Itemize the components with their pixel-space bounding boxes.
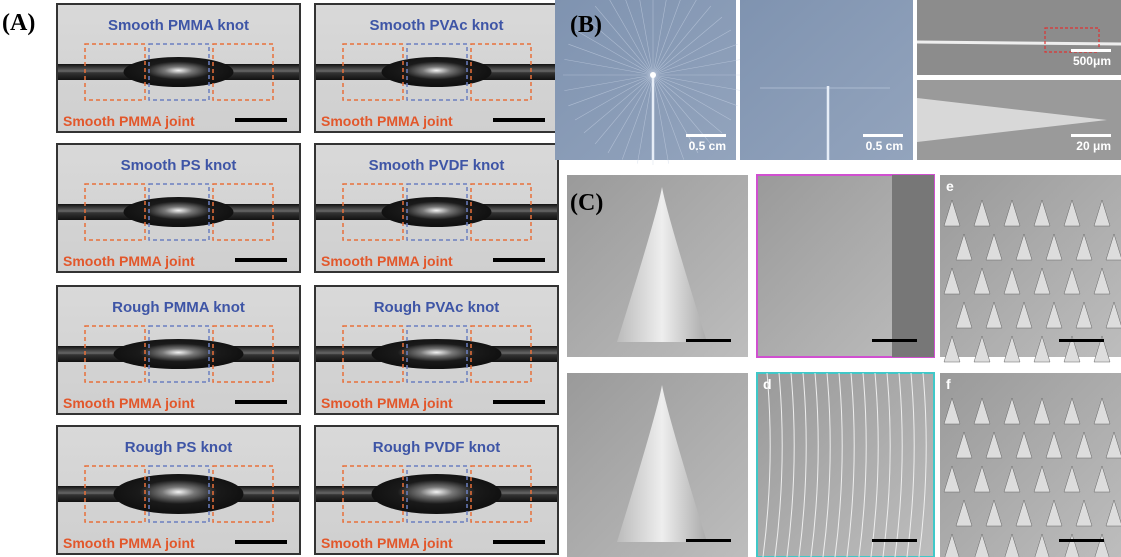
figure: Smooth PMMA knotSmooth PMMA jointSmooth …	[0, 0, 1121, 557]
image-bg	[940, 175, 1121, 357]
knot	[124, 57, 234, 87]
tip	[650, 72, 656, 78]
sem-image: d	[757, 373, 934, 557]
scale-bar	[235, 118, 287, 122]
knot-title: Smooth PMMA knot	[108, 17, 249, 34]
image-label: d	[763, 376, 772, 392]
knot	[372, 474, 502, 514]
panel-label: (C)	[570, 190, 603, 216]
scale-label: 500μm	[1073, 54, 1111, 68]
image-layer: Smooth PMMA knotSmooth PMMA jointSmooth …	[57, 0, 1121, 557]
sem-image	[757, 175, 934, 357]
joint-label: Smooth PMMA joint	[321, 535, 453, 551]
joint-label: Smooth PMMA joint	[321, 113, 453, 129]
scale-bar	[493, 540, 545, 544]
joint-label: Smooth PMMA joint	[321, 253, 453, 269]
scale-bar	[863, 134, 903, 137]
image-bg	[757, 373, 934, 557]
sem-image: f	[940, 373, 1121, 557]
knot-image: Smooth PVDF knot Smooth PMMA joint	[315, 144, 558, 272]
joint-label: Smooth PMMA joint	[63, 395, 195, 411]
knot-image: Rough PS knot Smooth PMMA joint	[57, 426, 300, 554]
fiber	[917, 42, 1121, 44]
scale-label: 0.5 cm	[689, 139, 726, 153]
sem-image: 500μm	[917, 0, 1121, 75]
image-label: e	[946, 178, 954, 194]
knot	[382, 197, 492, 227]
knot-title: Rough PMMA knot	[112, 299, 245, 316]
scale-bar	[1071, 134, 1111, 137]
sem-image	[567, 373, 748, 557]
scale-bar	[872, 339, 917, 342]
knot-image: Rough PVDF knot Smooth PMMA joint	[315, 426, 558, 554]
knot-title: Rough PVAc knot	[374, 299, 500, 316]
knot	[124, 197, 234, 227]
knot-image: Smooth PVAc knot Smooth PMMA joint	[315, 4, 558, 132]
knot-image: Smooth PMMA knot Smooth PMMA joint	[57, 4, 300, 132]
edge	[892, 175, 934, 357]
joint-label: Smooth PMMA joint	[63, 253, 195, 269]
panel-label: (A)	[2, 10, 35, 36]
knot-image: Rough PMMA knot Smooth PMMA joint	[57, 286, 300, 414]
knot-title: Rough PS knot	[125, 439, 233, 456]
scale-bar	[493, 258, 545, 262]
scale-bar	[686, 134, 726, 137]
image-label: f	[946, 376, 951, 392]
scale-bar	[1059, 539, 1104, 542]
panel-label: (B)	[570, 12, 602, 38]
knot	[114, 474, 244, 514]
joint-label: Smooth PMMA joint	[63, 113, 195, 129]
joint-label: Smooth PMMA joint	[321, 395, 453, 411]
scale-bar	[1071, 49, 1111, 52]
scale-bar	[493, 118, 545, 122]
sem-image: 20 μm	[917, 80, 1121, 160]
knot	[114, 339, 244, 369]
scale-bar	[872, 539, 917, 542]
scale-bar	[686, 539, 731, 542]
knot-title: Smooth PVAc knot	[370, 17, 504, 34]
scale-bar	[1059, 339, 1104, 342]
knot-image: Rough PVAc knot Smooth PMMA joint	[315, 286, 558, 414]
knot-title: Rough PVDF knot	[373, 439, 501, 456]
scale-label: 0.5 cm	[866, 139, 903, 153]
sem-image: e	[940, 175, 1121, 362]
scale-bar	[493, 400, 545, 404]
scale-label: 20 μm	[1076, 139, 1111, 153]
knot	[372, 339, 502, 369]
knot	[382, 57, 492, 87]
sem-image: 0.5 cm	[740, 0, 913, 160]
knot-image: Smooth PS knot Smooth PMMA joint	[57, 144, 300, 272]
image-bg	[940, 373, 1121, 557]
scale-bar	[235, 540, 287, 544]
scale-bar	[686, 339, 731, 342]
scale-bar	[235, 400, 287, 404]
joint-label: Smooth PMMA joint	[63, 535, 195, 551]
scale-bar	[235, 258, 287, 262]
knot-title: Smooth PS knot	[121, 157, 237, 174]
knot-title: Smooth PVDF knot	[369, 157, 505, 174]
